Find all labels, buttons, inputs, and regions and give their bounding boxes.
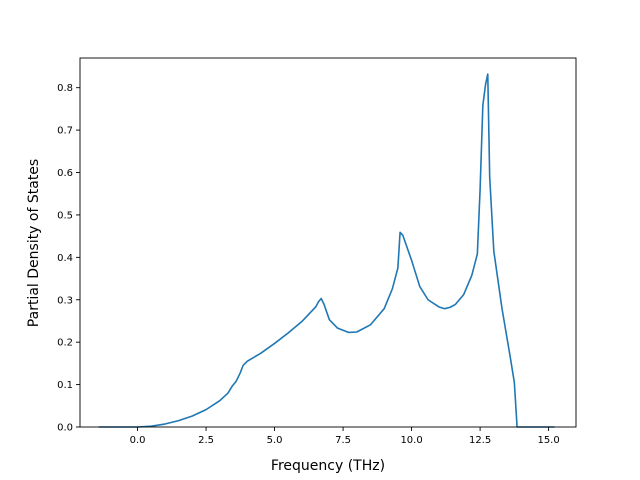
y-tick-label: 0.4 bbox=[57, 253, 73, 264]
x-tick-label: 2.5 bbox=[198, 435, 214, 446]
x-axis: 0.0 2.5 5.0 7.5 10.0 12.5 15.0 bbox=[130, 427, 560, 446]
x-tick-label: 7.5 bbox=[335, 435, 351, 446]
series-line-0 bbox=[98, 73, 555, 428]
y-tick-label: 0.1 bbox=[57, 380, 73, 391]
y-axis: 0.0 0.1 0.2 0.3 0.4 0.5 0.6 0.7 0.8 bbox=[57, 83, 80, 434]
x-tick-label: 12.5 bbox=[469, 435, 491, 446]
y-tick-label: 0.0 bbox=[57, 423, 73, 434]
y-tick-label: 0.8 bbox=[57, 83, 73, 94]
x-axis-label: Frequency (THz) bbox=[271, 458, 385, 474]
y-axis-label: Partial Density of States bbox=[26, 159, 42, 327]
axes-frame bbox=[79, 57, 577, 428]
y-tick-label: 0.5 bbox=[57, 210, 73, 221]
plot-area bbox=[79, 57, 577, 428]
x-tick-label: 10.0 bbox=[400, 435, 422, 446]
x-tick-label: 15.0 bbox=[537, 435, 559, 446]
y-tick-label: 0.2 bbox=[57, 338, 73, 349]
y-tick-label: 0.7 bbox=[57, 126, 73, 137]
y-tick-label: 0.6 bbox=[57, 168, 73, 179]
x-tick-label: 0.0 bbox=[130, 435, 146, 446]
x-tick-label: 5.0 bbox=[267, 435, 283, 446]
y-tick-label: 0.3 bbox=[57, 295, 73, 306]
